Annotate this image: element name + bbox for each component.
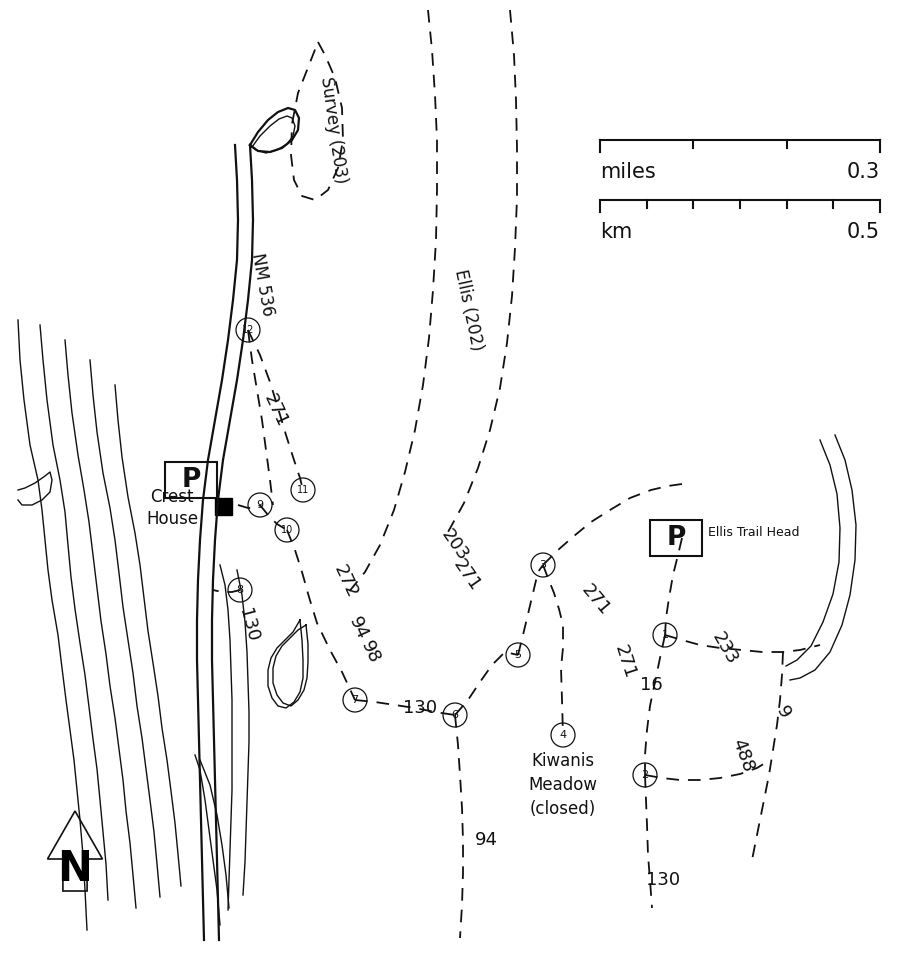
Text: 130: 130 xyxy=(235,606,261,643)
Bar xyxy=(165,462,217,498)
Text: miles: miles xyxy=(600,162,656,182)
Text: N: N xyxy=(57,848,93,890)
Text: Ellis Trail Head: Ellis Trail Head xyxy=(708,527,800,539)
Text: 0.3: 0.3 xyxy=(847,162,880,182)
Text: km: km xyxy=(600,222,632,242)
Text: 271: 271 xyxy=(578,581,614,619)
Text: 4: 4 xyxy=(560,730,567,740)
Text: 9: 9 xyxy=(257,500,264,510)
Text: 16: 16 xyxy=(640,676,662,694)
Text: 272: 272 xyxy=(329,562,360,601)
Text: Crest
House: Crest House xyxy=(146,488,198,528)
Text: Survey (203): Survey (203) xyxy=(317,76,349,185)
Text: P: P xyxy=(181,467,201,493)
Text: 9: 9 xyxy=(773,703,794,722)
Text: 2: 2 xyxy=(642,770,649,780)
Bar xyxy=(650,520,702,556)
Text: 11: 11 xyxy=(297,485,309,495)
Text: 7: 7 xyxy=(351,695,359,705)
Text: 10: 10 xyxy=(281,525,293,535)
Text: P: P xyxy=(666,525,686,551)
Text: 94: 94 xyxy=(474,831,498,849)
Text: 98: 98 xyxy=(357,638,383,666)
Text: 233: 233 xyxy=(709,628,742,667)
Text: NM 536: NM 536 xyxy=(248,252,277,318)
Text: 3: 3 xyxy=(540,560,547,570)
Text: 271: 271 xyxy=(612,642,639,681)
Text: 203: 203 xyxy=(438,526,472,564)
Text: 130: 130 xyxy=(646,871,680,889)
Text: 0.5: 0.5 xyxy=(847,222,880,242)
Bar xyxy=(215,498,232,515)
Text: 5: 5 xyxy=(514,650,521,660)
Text: Kiwanis
Meadow
(closed): Kiwanis Meadow (closed) xyxy=(529,752,598,817)
Text: 1: 1 xyxy=(662,630,669,640)
Text: 8: 8 xyxy=(237,585,244,595)
Text: 488: 488 xyxy=(729,736,757,774)
Text: 6: 6 xyxy=(451,710,459,720)
Text: 271: 271 xyxy=(450,555,484,595)
Text: 130: 130 xyxy=(403,699,437,717)
Text: 94: 94 xyxy=(345,614,371,642)
Text: 12: 12 xyxy=(242,325,254,335)
Text: 271: 271 xyxy=(259,391,290,429)
Text: Ellis (202): Ellis (202) xyxy=(450,268,485,353)
